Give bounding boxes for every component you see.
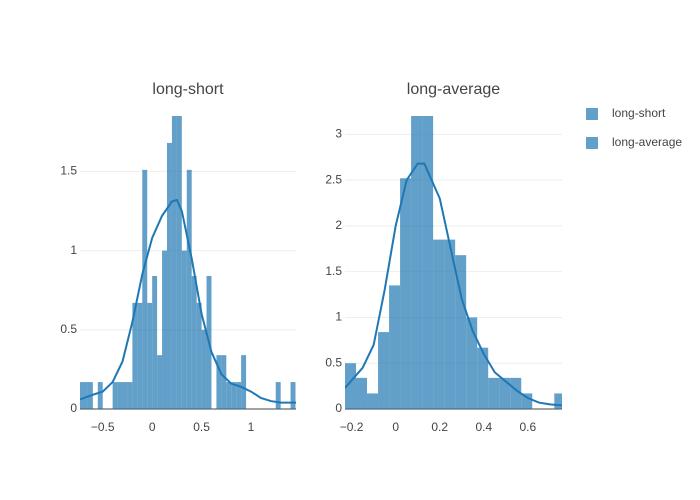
histogram-bar xyxy=(166,142,172,409)
y-tick-label: 1.5 xyxy=(60,164,77,178)
histogram-bar xyxy=(122,382,128,409)
x-tick-label: 0.6 xyxy=(520,420,537,434)
legend-swatch xyxy=(586,137,598,149)
legend-swatch xyxy=(586,108,598,120)
kde-line xyxy=(345,162,562,407)
histogram-bar xyxy=(226,382,232,409)
histogram-bar xyxy=(157,355,163,409)
histogram-bar xyxy=(186,169,192,409)
x-tick-label: 0.5 xyxy=(193,420,210,434)
histogram-bar xyxy=(367,393,379,409)
plot-area xyxy=(345,116,562,409)
histogram-bar xyxy=(231,382,237,409)
histogram-bar xyxy=(171,116,177,409)
histogram-bar xyxy=(117,382,123,409)
histogram-bar xyxy=(191,275,197,409)
y-tick-label: 1 xyxy=(335,310,342,324)
legend-label: long-short xyxy=(612,106,666,120)
chart-title: long-average xyxy=(407,81,501,98)
histogram-bar xyxy=(142,169,148,409)
histogram-bar xyxy=(389,285,401,409)
histogram-bar xyxy=(477,347,489,409)
y-tick-label: 0 xyxy=(335,401,342,415)
histogram-bar xyxy=(400,178,412,409)
histogram-bar xyxy=(152,275,158,409)
chart-title: long-short xyxy=(152,81,224,98)
legend-label: long-average xyxy=(612,135,682,149)
histogram-bar xyxy=(433,239,445,409)
y-tick-label: 0.5 xyxy=(325,355,342,369)
histogram-bar xyxy=(499,377,511,409)
histogram-bar xyxy=(236,382,242,409)
histogram-bar xyxy=(221,355,227,409)
histogram-bar xyxy=(510,377,522,409)
histogram-bar xyxy=(112,382,118,409)
histogram-bar xyxy=(290,382,296,409)
histogram-bar xyxy=(80,382,83,409)
histogram-bar xyxy=(196,302,202,409)
histogram-bar xyxy=(554,393,562,409)
histogram-bar xyxy=(162,250,167,409)
histogram-bar xyxy=(137,302,143,409)
y-tick-label: 2.5 xyxy=(325,172,342,186)
histogram-bar xyxy=(455,255,467,409)
histogram-bar xyxy=(422,116,434,409)
y-tick-label: 1.5 xyxy=(325,264,342,278)
x-tick-label: −0.2 xyxy=(340,420,364,434)
y-tick-label: 2 xyxy=(335,218,342,232)
histogram-bar xyxy=(466,317,478,409)
plot-area xyxy=(80,116,296,409)
histogram-bar xyxy=(82,382,88,409)
histogram-bar xyxy=(444,239,456,409)
x-tick-label: 0 xyxy=(149,420,156,434)
histogram-bar xyxy=(201,329,207,409)
x-tick-label: 0.4 xyxy=(475,420,492,434)
histogram-bar xyxy=(488,377,500,409)
histogram-bar xyxy=(521,393,533,409)
x-tick-label: −0.5 xyxy=(91,420,115,434)
histogram-bar xyxy=(97,382,103,409)
histogram-bar xyxy=(216,355,222,409)
histogram-bar xyxy=(147,302,153,409)
histogram-bar xyxy=(127,382,133,409)
histogram-bar xyxy=(356,377,368,409)
y-tick-label: 0.5 xyxy=(60,322,77,336)
histogram-bar xyxy=(132,302,138,409)
x-tick-label: 0.2 xyxy=(431,420,448,434)
x-tick-label: 0 xyxy=(392,420,399,434)
histogram-bar xyxy=(411,116,423,409)
histogram-bar xyxy=(378,332,390,409)
y-tick-label: 0 xyxy=(70,401,77,415)
kde-line xyxy=(80,198,296,404)
histogram-bar xyxy=(275,382,281,409)
histogram-bar xyxy=(181,250,187,409)
histogram-bar xyxy=(176,116,182,409)
y-tick-label: 1 xyxy=(70,243,77,257)
histogram-bar xyxy=(241,355,247,409)
y-tick-label: 3 xyxy=(335,126,342,140)
histogram-bar xyxy=(345,363,357,409)
x-tick-label: 1 xyxy=(248,420,255,434)
